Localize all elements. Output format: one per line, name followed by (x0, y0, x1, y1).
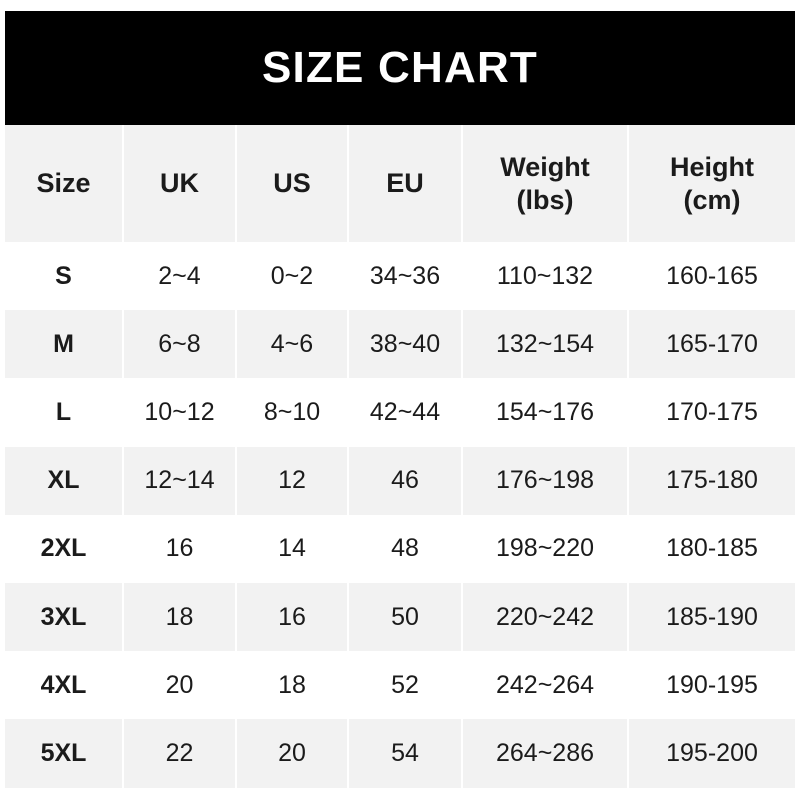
column-header-weight: Weight (lbs) (462, 125, 629, 242)
cell-weight: 176~198 (462, 446, 629, 515)
cell-weight: 132~154 (462, 310, 629, 379)
column-header-height: Height (cm) (628, 125, 795, 242)
column-header-size: Size (5, 125, 124, 242)
cell-eu: 54 (348, 719, 463, 788)
cell-weight: 264~286 (462, 719, 629, 788)
column-header-us-label: US (273, 168, 311, 199)
cell-eu: 50 (348, 582, 463, 652)
cell-us: 18 (236, 651, 349, 720)
cell-eu: 34~36 (348, 242, 463, 311)
cell-weight: 242~264 (462, 651, 629, 720)
table-body: S 2~4 0~2 34~36 110~132 160-165 M 6~8 4~… (5, 242, 795, 788)
table-row: XL 12~14 12 46 176~198 175-180 (5, 446, 795, 515)
cell-us: 12 (236, 446, 349, 515)
column-header-weight-unit: (lbs) (516, 184, 574, 215)
cell-weight: 110~132 (462, 242, 629, 311)
cell-height: 170-175 (628, 378, 795, 447)
cell-eu: 42~44 (348, 378, 463, 447)
cell-height: 160-165 (628, 242, 795, 311)
column-header-eu: EU (348, 125, 463, 242)
cell-uk: 22 (123, 719, 237, 788)
cell-size: 5XL (5, 719, 124, 788)
table-row: 4XL 20 18 52 242~264 190-195 (5, 651, 795, 720)
column-header-size-label: Size (36, 168, 91, 199)
cell-us: 4~6 (236, 310, 349, 379)
cell-eu: 52 (348, 651, 463, 720)
cell-size: 4XL (5, 651, 124, 720)
cell-weight: 198~220 (462, 514, 629, 583)
cell-uk: 6~8 (123, 310, 237, 379)
table-header: Size UK US EU Weight (lbs) (5, 125, 795, 242)
cell-uk: 20 (123, 651, 237, 720)
column-header-weight-label: Weight (500, 151, 590, 182)
cell-height: 185-190 (628, 582, 795, 652)
cell-us: 0~2 (236, 242, 349, 311)
table-row: S 2~4 0~2 34~36 110~132 160-165 (5, 242, 795, 311)
cell-us: 14 (236, 514, 349, 583)
cell-height: 190-195 (628, 651, 795, 720)
cell-uk: 2~4 (123, 242, 237, 311)
cell-uk: 10~12 (123, 378, 237, 447)
cell-eu: 46 (348, 446, 463, 515)
cell-weight: 220~242 (462, 582, 629, 652)
cell-size: S (5, 242, 124, 311)
cell-size: XL (5, 446, 124, 515)
cell-height: 175-180 (628, 446, 795, 515)
table-header-row: Size UK US EU Weight (lbs) (5, 125, 795, 242)
cell-uk: 18 (123, 582, 237, 652)
table-row: 5XL 22 20 54 264~286 195-200 (5, 719, 795, 788)
cell-size: M (5, 310, 124, 379)
cell-eu: 48 (348, 514, 463, 583)
cell-eu: 38~40 (348, 310, 463, 379)
column-header-uk-label: UK (160, 168, 199, 199)
column-header-height-label: Height (670, 151, 754, 182)
cell-size: 2XL (5, 514, 124, 583)
cell-us: 16 (236, 582, 349, 652)
cell-height: 180-185 (628, 514, 795, 583)
column-header-uk: UK (123, 125, 237, 242)
column-header-us: US (236, 125, 349, 242)
cell-height: 165-170 (628, 310, 795, 379)
cell-size: L (5, 378, 124, 447)
cell-us: 20 (236, 719, 349, 788)
size-table-container: Size UK US EU Weight (lbs) (5, 125, 795, 788)
table-row: 3XL 18 16 50 220~242 185-190 (5, 582, 795, 652)
cell-uk: 12~14 (123, 446, 237, 515)
title-band: SIZE CHART (5, 11, 795, 125)
cell-size: 3XL (5, 582, 124, 652)
table-row: M 6~8 4~6 38~40 132~154 165-170 (5, 310, 795, 379)
column-header-height-unit: (cm) (683, 184, 741, 215)
size-table: Size UK US EU Weight (lbs) (5, 125, 795, 788)
cell-weight: 154~176 (462, 378, 629, 447)
table-row: L 10~12 8~10 42~44 154~176 170-175 (5, 378, 795, 447)
page-title: SIZE CHART (262, 43, 538, 92)
cell-uk: 16 (123, 514, 237, 583)
column-header-eu-label: EU (386, 168, 424, 199)
cell-height: 195-200 (628, 719, 795, 788)
table-row: 2XL 16 14 48 198~220 180-185 (5, 514, 795, 583)
cell-us: 8~10 (236, 378, 349, 447)
